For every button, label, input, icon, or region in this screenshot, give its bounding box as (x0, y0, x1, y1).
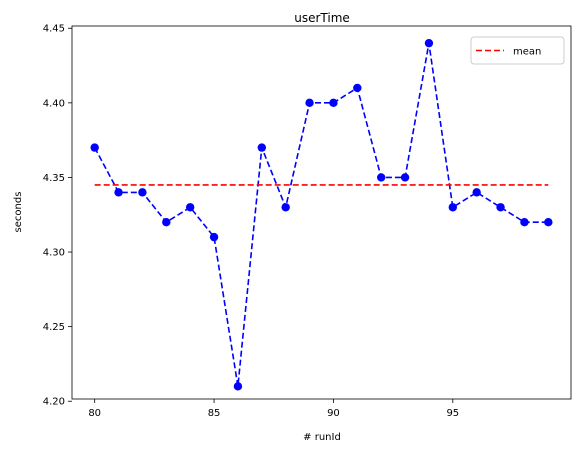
data-point-run-88 (281, 203, 290, 212)
y-tick-label-4.20: 4.20 (43, 397, 65, 408)
y-tick-label-4.40: 4.40 (43, 98, 65, 109)
y-tick-label-4.30: 4.30 (43, 248, 65, 259)
x-axis: 80 85 90 95 (88, 399, 459, 419)
plot-series (90, 38, 553, 391)
series-line-usertime (93, 43, 549, 387)
data-point-run-99 (544, 217, 553, 227)
data-point-run-98 (520, 217, 529, 227)
legend-box (470, 36, 565, 65)
data-point-run-81 (114, 188, 123, 197)
data-point-run-91 (353, 83, 362, 93)
data-point-run-87 (257, 143, 267, 152)
x-tick-label-95: 95 (446, 408, 459, 419)
data-point-run-84 (185, 203, 195, 212)
y-tick-label-4.35: 4.35 (43, 173, 65, 184)
data-point-run-97 (496, 203, 505, 212)
y-tick-label-4.25: 4.25 (43, 322, 65, 333)
data-point-run-89 (305, 98, 314, 108)
data-point-run-90 (329, 98, 338, 108)
x-axis-label: # runId (303, 432, 341, 443)
data-point-run-96 (472, 188, 481, 197)
data-point-run-86 (233, 382, 243, 391)
data-point-run-85 (209, 232, 219, 242)
legend: mean (470, 36, 565, 65)
data-point-run-80 (90, 143, 99, 152)
y-tick-label-4.45: 4.45 (43, 24, 65, 35)
x-tick-label-85: 85 (208, 408, 221, 419)
data-point-run-95 (448, 203, 458, 212)
data-point-run-93 (400, 173, 410, 182)
x-tick-label-80: 80 (88, 408, 101, 419)
data-point-run-92 (376, 173, 386, 182)
plot-frame (71, 25, 572, 400)
y-axis-label: seconds (13, 192, 24, 233)
data-point-run-83 (162, 217, 171, 227)
data-point-run-94 (424, 38, 434, 48)
legend-label-mean: mean (513, 47, 541, 58)
x-tick-label-90: 90 (327, 408, 340, 419)
chart-title: userTime (294, 11, 350, 25)
plot-area (72, 26, 571, 399)
data-point-run-82 (138, 188, 147, 197)
y-axis: 4.20 4.25 4.30 4.35 4.40 4.45 (43, 24, 72, 408)
